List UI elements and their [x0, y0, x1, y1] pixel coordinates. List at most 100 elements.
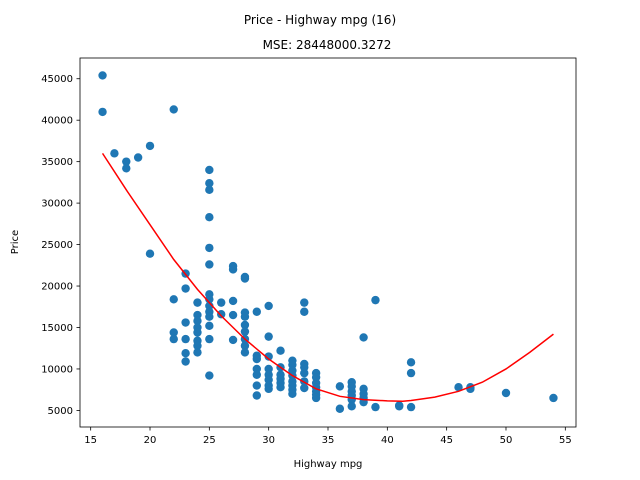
scatter-point: [371, 295, 380, 305]
scatter-point: [122, 157, 131, 166]
scatter-point: [193, 298, 202, 307]
scatter-point: [169, 295, 178, 304]
y-axis-label: Price: [10, 230, 21, 254]
scatter-point: [205, 371, 214, 380]
x-axis-label: Highway mpg: [294, 459, 363, 470]
scatter-point: [217, 310, 226, 319]
chart-suptitle: Price - Highway mpg (16): [244, 13, 396, 27]
x-tick-label: 50: [500, 435, 513, 446]
chart-title: MSE: 28448000.3272: [263, 38, 392, 52]
x-tick-label: 45: [440, 435, 453, 446]
scatter-point: [193, 316, 202, 326]
fit-line: [101, 152, 554, 403]
y-axis: 5000 10000 15000 20000 25000 30000 35000 40000 4…: [41, 74, 80, 417]
scatter-point: [205, 185, 214, 195]
y-tick-label: 30000: [41, 199, 73, 210]
plot-area: [98, 71, 558, 413]
scatter-point: [205, 301, 214, 311]
y-tick-label: 5000: [48, 406, 73, 417]
scatter-point: [205, 165, 214, 175]
scatter-point: [181, 349, 190, 358]
scatter-point: [300, 363, 309, 372]
scatter-point: [240, 274, 250, 283]
scatter-point: [501, 388, 511, 398]
scatter-point: [264, 301, 273, 311]
scatter-point: [193, 348, 202, 357]
y-tick-label: 35000: [41, 157, 73, 168]
scatter-point: [193, 341, 202, 350]
scatter-point: [169, 334, 178, 344]
scatter-point: [359, 333, 368, 342]
scatter-point: [228, 335, 238, 345]
scatter-point: [347, 402, 356, 411]
y-tick-label: 45000: [41, 74, 73, 85]
scatter-point: [145, 141, 155, 151]
scatter-point: [252, 370, 261, 379]
scatter-point: [228, 296, 238, 306]
y-tick-label: 40000: [41, 116, 73, 127]
x-tick-label: 55: [559, 435, 572, 446]
scatter-point: [252, 391, 261, 400]
y-tick-label: 15000: [41, 323, 73, 334]
x-tick-label: 40: [381, 435, 394, 446]
scatter-point: [288, 360, 297, 370]
scatter-point: [122, 164, 131, 173]
scatter-point: [264, 384, 273, 394]
y-tick-label: 10000: [41, 364, 73, 375]
scatter-point: [300, 368, 309, 378]
scatter-point: [276, 346, 285, 355]
scatter-point: [181, 334, 190, 344]
scatter-point: [549, 393, 558, 403]
scatter-point: [205, 243, 214, 253]
scatter-point: [205, 334, 214, 344]
scatter-point: [240, 312, 250, 321]
scatter-point: [252, 354, 261, 364]
scatter-point: [228, 265, 238, 274]
scatter-point: [217, 298, 226, 307]
x-tick-label: 25: [203, 435, 216, 446]
scatter-point: [181, 357, 190, 366]
scatter-point: [193, 328, 202, 337]
x-tick-label: 30: [262, 435, 275, 446]
y-tick-label: 20000: [41, 282, 73, 293]
scatter-point: [371, 402, 380, 412]
scatter-point: [264, 364, 273, 374]
scatter-point: [264, 375, 273, 384]
scatter-point: [406, 368, 416, 378]
scatter-point: [98, 107, 107, 117]
x-tick-label: 20: [144, 435, 157, 446]
scatter-point: [169, 328, 178, 337]
scatter-point: [98, 71, 107, 80]
scatter-point: [205, 179, 214, 188]
scatter-point: [264, 332, 273, 341]
scatter-point: [145, 249, 155, 258]
scatter-point: [311, 393, 321, 403]
scatter-point: [406, 358, 416, 367]
scatter-point: [110, 149, 119, 158]
scatter-point: [252, 364, 261, 374]
scatter-point: [276, 383, 285, 392]
scatter-point: [240, 320, 250, 330]
scatter-point: [240, 348, 250, 357]
scatter-point: [252, 307, 261, 316]
scatter-point: [240, 327, 250, 336]
scatter-point: [264, 352, 273, 361]
scatter-point: [181, 284, 190, 293]
scatter-point: [288, 389, 297, 399]
scatter-point: [228, 310, 238, 320]
scatter-point: [181, 318, 190, 327]
scatter-point: [205, 213, 214, 222]
x-axis: 15 20 25 30 35 40 45 50 55: [84, 427, 572, 446]
scatter-point: [300, 298, 309, 307]
scatter-point: [133, 153, 143, 162]
y-tick-label: 25000: [41, 240, 73, 251]
scatter-point: [395, 402, 404, 411]
x-tick-label: 35: [322, 435, 335, 446]
scatter-point: [205, 260, 214, 269]
scatter-point: [252, 381, 261, 390]
scatter-point: [335, 382, 345, 391]
scatter-point: [311, 373, 321, 382]
scatter-point: [240, 341, 250, 350]
scatter-point: [454, 383, 463, 392]
scatter-point: [205, 321, 214, 331]
